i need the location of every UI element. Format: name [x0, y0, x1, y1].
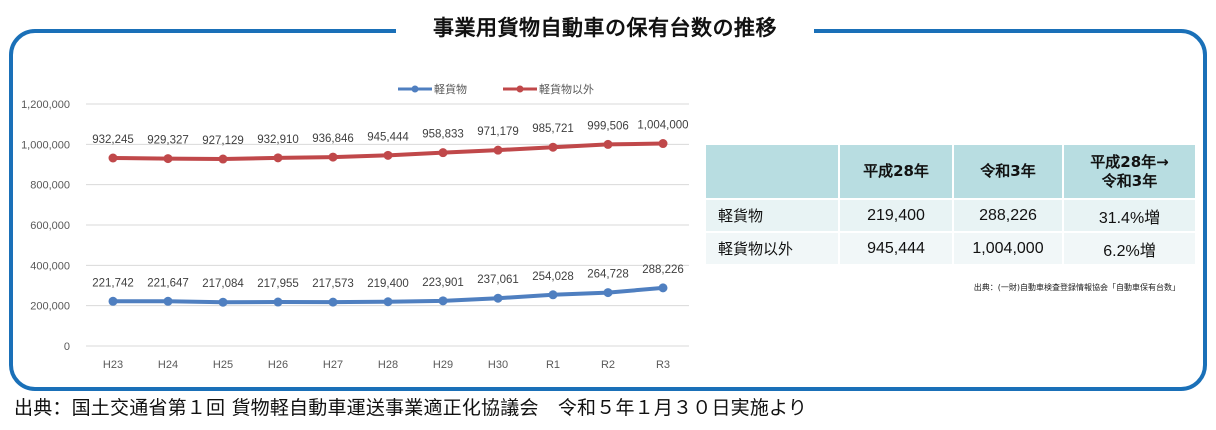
cell-change: 31.4%増	[1064, 200, 1195, 231]
summary-table: 平成28年 令和3年 平成28年→ 令和3年 軽貨物 219,400 288,2…	[704, 143, 1197, 266]
data-value-label: 932,910	[257, 134, 299, 146]
data-point	[108, 296, 118, 306]
x-tick-label: R3	[656, 359, 670, 371]
data-value-label: 223,901	[422, 277, 464, 289]
y-tick-label: 600,000	[30, 220, 70, 232]
data-value-label: 217,573	[312, 278, 354, 290]
data-value-label: 217,084	[202, 278, 244, 290]
x-tick-label: H29	[433, 359, 453, 371]
x-tick-label: R1	[546, 359, 560, 371]
title-container: 事業用貨物自動車の保有台数の推移	[396, 10, 814, 46]
data-value-label: 936,846	[312, 133, 354, 145]
data-value-label: 958,833	[422, 129, 464, 141]
data-value-label: 985,721	[532, 123, 574, 135]
y-axis-labels: 0 200,000 400,000 600,000 800,000 1,000,000 1,…	[21, 99, 70, 353]
data-point	[273, 297, 283, 307]
data-point	[438, 296, 448, 306]
table-row: 軽貨物 219,400 288,226 31.4%増	[706, 200, 1195, 231]
data-point	[328, 152, 338, 162]
chart-title: 事業用貨物自動車の保有台数の推移	[433, 16, 777, 40]
x-tick-label: H28	[378, 359, 398, 371]
x-tick-label: H27	[323, 359, 343, 371]
data-value-label: 219,400	[367, 278, 409, 290]
y-tick-label: 1,200,000	[21, 99, 70, 111]
row-label: 軽貨物以外	[706, 233, 838, 264]
data-point	[328, 297, 338, 307]
data-value-label: 264,728	[587, 269, 629, 281]
data-value-label: 945,444	[367, 131, 409, 143]
header-h28: 平成28年	[840, 145, 952, 198]
x-tick-label: H26	[268, 359, 288, 371]
data-point	[658, 283, 668, 293]
data-value-label: 1,004,000	[637, 120, 688, 132]
data-point	[218, 297, 228, 307]
data-value-label: 221,647	[147, 277, 189, 289]
row-label: 軽貨物	[706, 200, 838, 231]
data-value-label: 929,327	[147, 135, 189, 147]
table-header-row: 平成28年 令和3年 平成28年→ 令和3年	[706, 145, 1195, 198]
data-point	[548, 142, 558, 152]
legend-label: 軽貨物	[434, 82, 467, 96]
data-value-label: 932,245	[92, 134, 134, 146]
cell-h28: 945,444	[840, 233, 952, 264]
data-point	[218, 154, 228, 164]
data-value-label: 217,955	[257, 278, 299, 290]
data-point	[383, 297, 393, 307]
y-tick-label: 1,000,000	[21, 139, 70, 151]
header-change-line2: 令和3年	[1101, 171, 1158, 190]
data-point	[273, 153, 283, 163]
x-tick-label: H23	[103, 359, 123, 371]
table-row: 軽貨物以外 945,444 1,004,000 6.2%増	[706, 233, 1195, 264]
data-point	[163, 154, 173, 164]
data-value-label: 254,028	[532, 271, 574, 283]
data-value-label: 237,061	[477, 274, 519, 286]
table-source-note: 出典：(一財)自動車検査登録情報協会「自動車保有台数」	[973, 283, 1180, 292]
data-point	[493, 293, 503, 303]
data-value-label: 288,226	[642, 264, 684, 276]
y-tick-label: 400,000	[30, 260, 70, 272]
data-point	[658, 139, 668, 149]
header-change: 平成28年→ 令和3年	[1064, 145, 1195, 198]
legend-label: 軽貨物以外	[539, 82, 594, 96]
data-point	[493, 145, 503, 155]
cell-r3: 1,004,000	[954, 233, 1062, 264]
header-change-line1: 平成28年→	[1090, 152, 1169, 171]
data-point	[438, 148, 448, 158]
data-point	[383, 150, 393, 160]
figure-source-caption: 出典：国土交通省第１回 貨物軽自動車運送事業適正化協議会 令和５年１月３０日実施…	[14, 397, 808, 419]
header-empty	[706, 145, 838, 198]
cell-r3: 288,226	[954, 200, 1062, 231]
y-tick-label: 200,000	[30, 301, 70, 313]
data-labels: 221,742 221,647 217,084 217,955 217,573 219,4…	[92, 120, 688, 291]
data-value-label: 999,506	[587, 120, 629, 132]
data-point	[163, 296, 173, 306]
data-value-label: 221,742	[92, 277, 134, 289]
header-r3: 令和3年	[954, 145, 1062, 198]
cell-change: 6.2%増	[1064, 233, 1195, 264]
y-tick-label: 800,000	[30, 180, 70, 192]
x-tick-label: H30	[488, 359, 508, 371]
x-tick-label: H25	[213, 359, 233, 371]
data-point	[603, 139, 613, 149]
data-point	[548, 290, 558, 300]
legend-marker-icon	[411, 85, 419, 93]
y-tick-label: 0	[64, 341, 70, 353]
data-point	[108, 153, 118, 163]
data-point	[603, 288, 613, 298]
legend: 軽貨物 軽貨物以外	[398, 82, 594, 96]
x-axis-labels: H23 H24 H25 H26 H27 H28 H29 H30 R1 R2 R3	[103, 359, 670, 371]
cell-h28: 219,400	[840, 200, 952, 231]
x-tick-label: R2	[601, 359, 615, 371]
legend-marker-icon	[516, 85, 524, 93]
series-lines	[108, 139, 668, 307]
data-value-label: 927,129	[202, 135, 244, 147]
data-value-label: 971,179	[477, 126, 519, 138]
x-tick-label: H24	[158, 359, 178, 371]
